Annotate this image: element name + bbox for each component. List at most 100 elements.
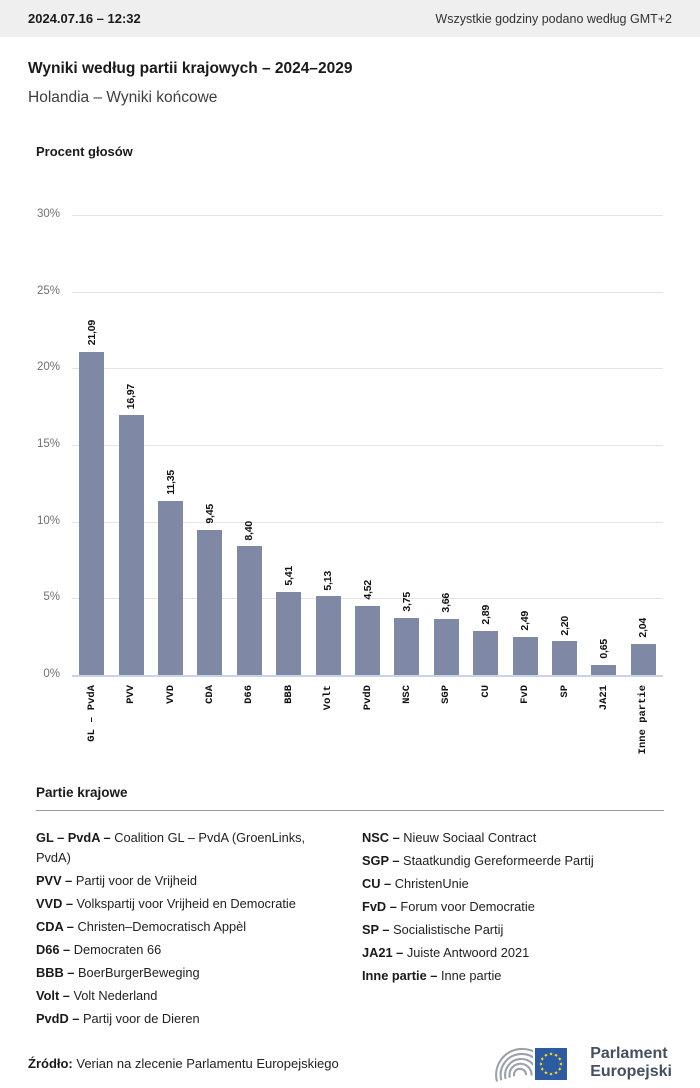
legend-item: GL – PvdA – Coalition GL – PvdA (GroenLi…	[36, 828, 338, 868]
bar-slot: 2,04 Inne partie	[624, 215, 663, 754]
party-legend: Partie krajowe GL – PvdA – Coalition GL …	[36, 785, 664, 1032]
bar-value-label: 11,35	[164, 470, 177, 495]
bar-chart: 30% 25% 20% 15% 10% 5% 0% 21,09 GL – PvdA 16,97 P…	[0, 208, 700, 754]
legend-item: JA21 – Juiste Antwoord 2021	[362, 943, 664, 963]
legend-item: SGP – Staatkundig Gereformeerde Partij	[362, 851, 664, 871]
x-axis-label: GL – PvdA	[85, 685, 98, 742]
bar-value-label: 2,49	[519, 611, 532, 631]
x-axis-label: SP	[558, 685, 571, 698]
legend-item: PvdD – Partij voor de Dieren	[36, 1009, 338, 1029]
x-axis-line	[72, 675, 663, 677]
gridline	[72, 215, 663, 216]
x-axis-label: CU	[479, 685, 492, 698]
party-abbreviation: SGP –	[362, 853, 404, 868]
bar-value-label: 4,52	[361, 580, 374, 600]
party-abbreviation: VVD –	[36, 896, 77, 911]
page-title: Wyniki według partii krajowych – 2024–20…	[28, 60, 353, 77]
bars-container: 21,09 GL – PvdA 16,97 PVV 11,35 VVD 9,45 CDA 8,4…	[72, 215, 663, 754]
party-abbreviation: PvdD –	[36, 1011, 83, 1026]
bar-value-label: 16,97	[125, 383, 138, 409]
gridline	[72, 445, 663, 446]
gridline	[72, 368, 663, 370]
party-abbreviation: SP –	[362, 922, 394, 937]
x-axis-label: NSC	[400, 685, 413, 704]
legend-item: CDA – Christen–Democratisch Appèl	[36, 917, 338, 937]
bar-value-label: 5,13	[322, 570, 335, 591]
party-full-name: Volt Nederland	[73, 988, 158, 1003]
bar-slot: 4,52 PvdD	[348, 215, 387, 710]
legend-item: PVV – Partij voor de Vrijheid	[36, 871, 338, 891]
party-abbreviation: CU –	[362, 876, 395, 891]
gridline	[72, 598, 663, 600]
legend-column: NSC – Nieuw Sociaal Contract SGP – Staatk…	[362, 828, 664, 1032]
party-full-name: Partij voor de Dieren	[82, 1011, 200, 1026]
legend-item: Inne partie – Inne partie	[362, 966, 664, 986]
party-abbreviation: CDA –	[36, 919, 78, 934]
y-tick-label: 30%	[36, 208, 60, 220]
bar-value-label: 8,40	[243, 520, 256, 541]
legend-item: D66 – Democraten 66	[36, 940, 338, 960]
bar-value-label: 2,20	[558, 615, 571, 636]
party-full-name: BoerBurgerBeweging	[77, 965, 200, 980]
party-full-name: Christen–Democratisch Appèl	[77, 919, 247, 934]
legend-column: GL – PvdA – Coalition GL – PvdA (GroenLi…	[36, 828, 338, 1032]
y-axis-title: Procent głosów	[36, 144, 133, 159]
x-axis-label: Inne partie	[637, 685, 650, 755]
party-abbreviation: Inne partie –	[362, 968, 441, 983]
party-full-name: Juiste Antwoord 2021	[406, 945, 530, 960]
party-abbreviation: PVV –	[36, 873, 76, 888]
bar-value-label: 2,89	[479, 605, 492, 625]
legend-item: CU – ChristenUnie	[362, 874, 664, 894]
bar	[630, 643, 656, 675]
timestamp: 2024.07.16 – 12:32	[28, 11, 141, 26]
party-abbreviation: D66 –	[36, 942, 74, 957]
ep-logo-line2: Europejski	[590, 1063, 672, 1080]
y-tick-label: 0%	[43, 668, 60, 680]
y-tick-label: 25%	[36, 284, 60, 297]
party-abbreviation: BBB –	[36, 965, 78, 980]
legend-item: NSC – Nieuw Sociaal Contract	[362, 828, 664, 848]
bar-slot: 0,65 JA21	[584, 215, 623, 710]
top-bar: 2024.07.16 – 12:32 Wszystkie godziny pod…	[0, 0, 700, 37]
y-tick-label: 15%	[36, 438, 60, 450]
y-tick-label: 5%	[43, 591, 60, 604]
x-axis-label: Volt	[322, 685, 335, 711]
bar	[79, 351, 105, 675]
bar-value-label: 3,66	[440, 593, 453, 613]
source-label: Źródło:	[28, 1055, 73, 1071]
source-note: Źródło: Verian na zlecenie Parlamentu Eu…	[28, 1056, 339, 1071]
bar-slot: 2,49 FvD	[505, 215, 544, 704]
party-full-name: Nieuw Sociaal Contract	[403, 830, 537, 845]
timezone-note: Wszystkie godziny podano według GMT+2	[435, 11, 672, 26]
bar	[591, 665, 617, 675]
bar	[512, 636, 538, 675]
bar	[197, 530, 223, 675]
bar-slot: 5,41 BBB	[269, 215, 308, 704]
bar-value-label: 0,65	[597, 639, 610, 660]
eu-flag-stars	[539, 1052, 564, 1076]
bar-value-label: 5,41	[282, 566, 295, 587]
bar-slot: 9,45 CDA	[190, 215, 229, 704]
party-full-name: Volkspartij voor Vrijheid en Democratie	[76, 896, 296, 911]
legend-title: Partie krajowe	[36, 785, 128, 800]
bar-slot: 5,13 Volt	[308, 215, 347, 710]
bar-slot: 3,75 NSC	[387, 215, 426, 704]
bar-slot: 3,66 SGP	[427, 215, 466, 704]
bar	[315, 596, 341, 675]
legend-item: BBB – BoerBurgerBeweging	[36, 963, 338, 983]
bar-value-label: 3,75	[400, 591, 413, 612]
x-axis-label: PvdD	[361, 685, 374, 711]
ep-logo-line1: Parlament	[590, 1045, 668, 1062]
bar	[355, 605, 381, 675]
x-axis-label: JA21	[597, 685, 610, 711]
bar	[473, 630, 499, 675]
party-abbreviation: GL – PvdA –	[36, 830, 115, 845]
bar	[158, 500, 184, 675]
legend-item: VVD – Volkspartij voor Vrijheid en Democ…	[36, 894, 338, 914]
y-tick-label: 10%	[36, 514, 60, 527]
x-axis-label: BBB	[282, 685, 295, 704]
party-abbreviation: FvD –	[362, 899, 401, 914]
bar	[394, 617, 420, 675]
y-tick-label: 20%	[36, 361, 60, 374]
x-axis-label: FvD	[519, 685, 532, 704]
